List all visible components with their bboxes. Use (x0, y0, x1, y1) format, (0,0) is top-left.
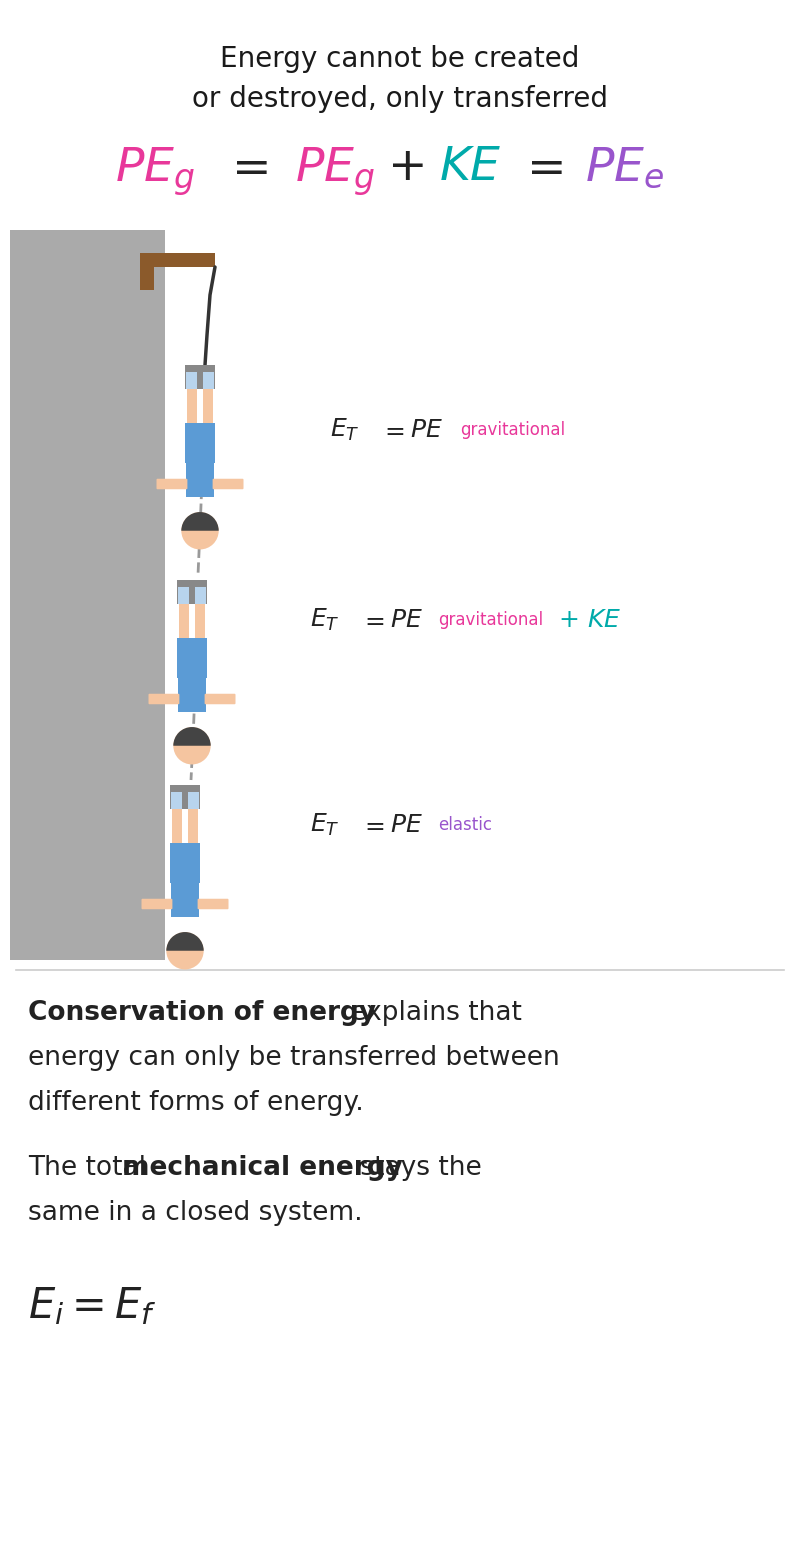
Text: mechanical energy: mechanical energy (122, 1155, 403, 1181)
Bar (194, 587, 206, 604)
FancyBboxPatch shape (149, 694, 179, 704)
Bar (172, 808, 182, 842)
Text: $\mathit{PE}$: $\mathit{PE}$ (390, 813, 423, 837)
FancyBboxPatch shape (157, 478, 187, 489)
Text: or destroyed, only transferred: or destroyed, only transferred (192, 85, 608, 113)
Bar (186, 372, 198, 389)
Bar (171, 791, 182, 808)
Circle shape (182, 512, 218, 550)
Bar (179, 604, 190, 638)
Circle shape (174, 728, 210, 765)
Wedge shape (166, 932, 204, 950)
Text: Energy cannot be created: Energy cannot be created (220, 45, 580, 73)
Text: $+\ \mathit{KE}$: $+\ \mathit{KE}$ (558, 608, 622, 632)
FancyBboxPatch shape (198, 899, 229, 909)
Wedge shape (174, 728, 210, 746)
Text: $\mathit{PE}_g$: $\mathit{PE}_g$ (295, 146, 375, 198)
Text: $\mathit{PE}$: $\mathit{PE}$ (410, 418, 443, 443)
Bar (187, 791, 198, 808)
FancyBboxPatch shape (213, 478, 243, 489)
Text: Conservation of energy: Conservation of energy (28, 1000, 376, 1026)
Text: $\mathit{KE}$: $\mathit{KE}$ (438, 146, 502, 190)
Text: $=$: $=$ (380, 418, 405, 443)
Text: $\mathit{PE}$: $\mathit{PE}$ (390, 608, 423, 632)
Wedge shape (182, 512, 218, 531)
Bar (185, 423, 215, 463)
Bar (170, 785, 200, 808)
Bar (194, 604, 205, 638)
Bar (202, 372, 214, 389)
Text: $=$: $=$ (360, 813, 385, 837)
Bar (187, 389, 198, 423)
Bar (202, 389, 213, 423)
Bar (177, 580, 207, 604)
Bar (187, 808, 198, 842)
Bar (140, 255, 154, 289)
Text: $E_T$: $E_T$ (330, 416, 360, 443)
Text: same in a closed system.: same in a closed system. (28, 1200, 362, 1226)
Text: $\mathit{PE}_g$: $\mathit{PE}_g$ (115, 146, 195, 198)
Bar (185, 365, 215, 389)
Text: $\mathit{PE}_e$: $\mathit{PE}_e$ (586, 146, 665, 190)
Bar (178, 678, 206, 712)
Text: $+$: $+$ (386, 146, 423, 190)
Text: $E_T$: $E_T$ (310, 811, 340, 837)
Text: $E_T$: $E_T$ (310, 607, 340, 633)
Circle shape (166, 932, 204, 969)
Text: different forms of energy.: different forms of energy. (28, 1090, 364, 1116)
Text: gravitational: gravitational (438, 611, 543, 628)
Text: energy can only be transferred between: energy can only be transferred between (28, 1045, 560, 1071)
Text: $=$: $=$ (517, 146, 563, 190)
Bar (140, 252, 215, 266)
Bar (177, 638, 207, 678)
Bar (171, 882, 198, 916)
Text: elastic: elastic (438, 816, 492, 834)
Text: $=$: $=$ (360, 608, 385, 632)
Bar (10, 231, 165, 960)
FancyBboxPatch shape (142, 899, 173, 909)
Bar (178, 587, 190, 604)
Text: gravitational: gravitational (460, 421, 565, 440)
Bar (186, 463, 214, 497)
Text: stays the: stays the (352, 1155, 482, 1181)
Text: explains that: explains that (342, 1000, 522, 1026)
Bar (170, 842, 200, 882)
Text: $=$: $=$ (222, 146, 268, 190)
Polygon shape (10, 231, 165, 269)
FancyBboxPatch shape (205, 694, 235, 704)
Text: $E_i = E_f$: $E_i = E_f$ (28, 1285, 157, 1327)
Text: The total: The total (28, 1155, 154, 1181)
